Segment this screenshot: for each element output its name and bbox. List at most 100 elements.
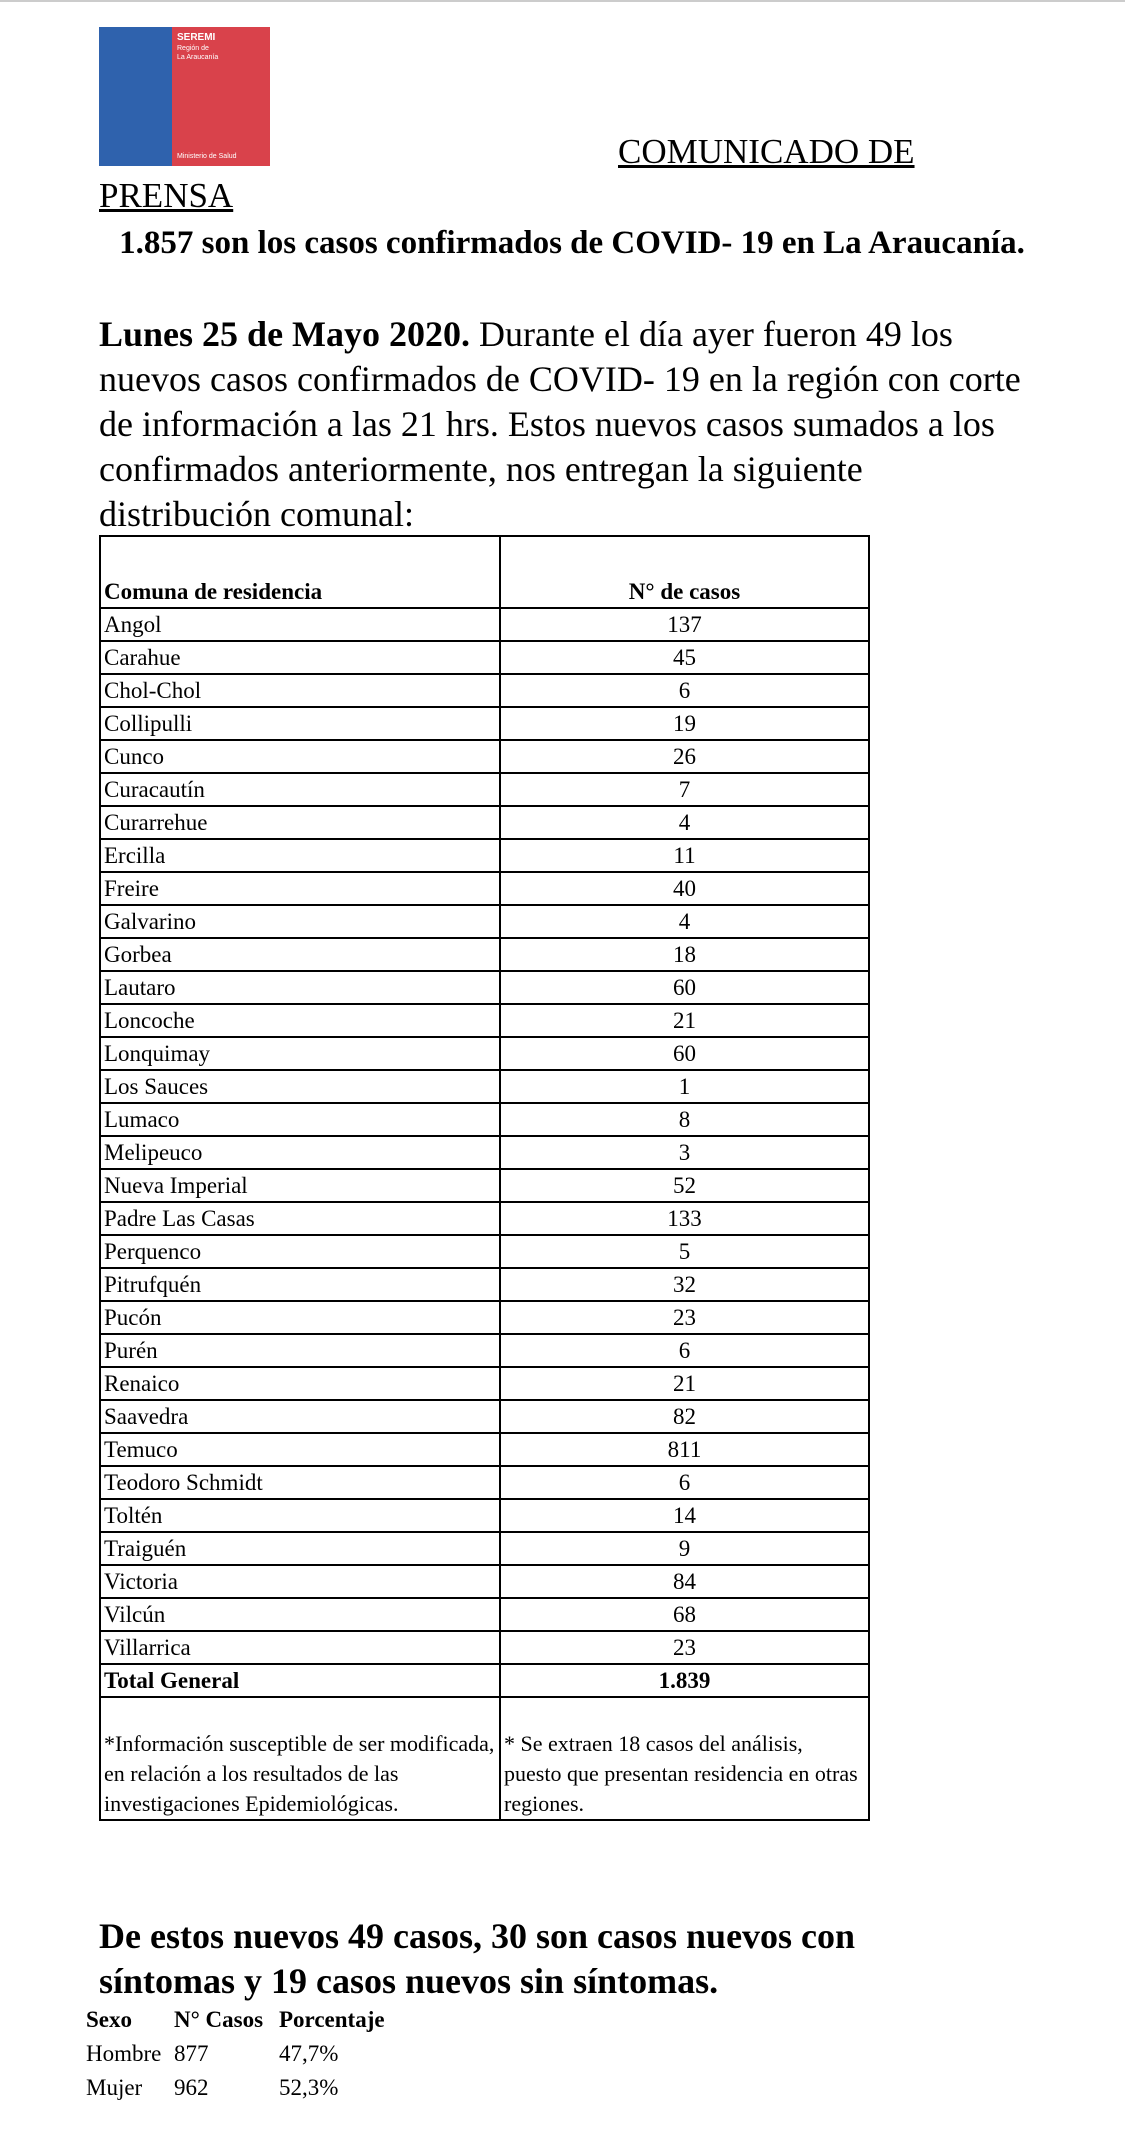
table-cell: 21 [499, 1366, 870, 1401]
table-cell: N° de casos [499, 535, 870, 609]
table-cell: Melipeuco [99, 1135, 501, 1170]
table-row: Curacautín 7 [99, 772, 870, 807]
table-row: Renaico 21 [99, 1366, 870, 1401]
sex-header: Sexo [86, 2007, 132, 2032]
table-cell: 84 [499, 1564, 870, 1599]
table-cell: 45 [499, 640, 870, 675]
table-cell: 26 [499, 739, 870, 774]
table-cell: 133 [499, 1201, 870, 1236]
table-row: Cunco 26 [99, 739, 870, 774]
sex-row: Hombre 877 47,7% [86, 2037, 399, 2071]
table-row: Perquenco 5 [99, 1234, 870, 1269]
table-cell: Traiguén [99, 1531, 501, 1566]
table-row: Traiguén 9 [99, 1531, 870, 1566]
table-row: Villarrica 23 [99, 1630, 870, 1665]
body: Lunes 25 de Mayo 2020. Durante el día ay… [99, 312, 1024, 537]
table-cell: Nueva Imperial [99, 1168, 501, 1203]
table-cell: Loncoche [99, 1003, 501, 1038]
table-cell: 60 [499, 970, 870, 1005]
table-cell: Purén [99, 1333, 501, 1368]
lead: Lunes 25 de Mayo 2020. [99, 314, 471, 354]
table-cell: Lumaco [99, 1102, 501, 1137]
table-row: Lumaco 8 [99, 1102, 870, 1137]
sex-cell: Hombre [86, 2041, 162, 2066]
logo-red: SEREMI Región de La Araucanía Ministerio… [172, 27, 270, 166]
table-cell: Collipulli [99, 706, 501, 741]
table-cell: Pucón [99, 1300, 501, 1335]
table-cell: Renaico [99, 1366, 501, 1401]
table-row: Loncoche 21 [99, 1003, 870, 1038]
sex-row: Sexo N° Casos Porcentaje [86, 2003, 399, 2037]
table-cell: Padre Las Casas [99, 1201, 501, 1236]
logo-region: Región de [177, 45, 209, 52]
table-cell: Toltén [99, 1498, 501, 1533]
table-cell: Chol-Chol [99, 673, 501, 708]
table-cell: 6 [499, 1465, 870, 1500]
logo-blue [99, 27, 172, 166]
table-cell: Villarrica [99, 1630, 501, 1665]
table-cell: Temuco [99, 1432, 501, 1467]
table-row: Total General 1.839 [99, 1663, 870, 1698]
table-row: Toltén 14 [99, 1498, 870, 1533]
table-cell: 19 [499, 706, 870, 741]
table-cell: Victoria [99, 1564, 501, 1599]
table-cell: Angol [99, 607, 501, 642]
table-cell: 14 [499, 1498, 870, 1533]
table-row: Padre Las Casas 133 [99, 1201, 870, 1236]
table-cell: 40 [499, 871, 870, 906]
table-cell: Curacautín [99, 772, 501, 807]
table-cell: 1.839 [499, 1663, 870, 1698]
table-row: Pitrufquén 32 [99, 1267, 870, 1302]
table-row: Curarrehue 4 [99, 805, 870, 840]
table-row: Angol 137 [99, 607, 870, 642]
table-cell: 811 [499, 1432, 870, 1467]
sex-header: Porcentaje [279, 2007, 385, 2032]
table-row: Chol-Chol 6 [99, 673, 870, 708]
heading: COMUNICADO DE PRENSA [99, 132, 915, 215]
table-cell: 8 [499, 1102, 870, 1137]
table-row: Comuna de residencia N° de casos [99, 535, 870, 609]
sex-cell: 52,3% [279, 2075, 339, 2100]
logo: SEREMI Región de La Araucanía Ministerio… [99, 27, 270, 166]
table-row: Galvarino 4 [99, 904, 870, 939]
table-cell: 82 [499, 1399, 870, 1434]
body-text: Durante el día ayer fueron 49 los nuevos… [99, 314, 1021, 534]
table-cell: 52 [499, 1168, 870, 1203]
logo-ministry: Ministerio de Salud [177, 153, 237, 160]
table-cell: 4 [499, 904, 870, 939]
table-row: Vilcún 68 [99, 1597, 870, 1632]
table-cell: 6 [499, 1333, 870, 1368]
sex-cell: Mujer [86, 2075, 143, 2100]
logo-region: La Araucanía [177, 54, 219, 61]
sex-cell: 962 [174, 2075, 209, 2100]
table-cell: 5 [499, 1234, 870, 1269]
table-cell: 3 [499, 1135, 870, 1170]
table-cell: Galvarino [99, 904, 501, 939]
table-cell: Comuna de residencia [99, 535, 501, 609]
table-cell: 18 [499, 937, 870, 972]
table-row: Victoria 84 [99, 1564, 870, 1599]
table-row: *Información susceptible de ser modifica… [99, 1696, 870, 1821]
table-cell: 21 [499, 1003, 870, 1038]
table-cell: Teodoro Schmidt [99, 1465, 501, 1500]
summary: De estos nuevos 49 casos, 30 son casos n… [99, 1916, 856, 2001]
sex-row: Mujer 962 52,3% [86, 2071, 399, 2105]
table-cell: 7 [499, 772, 870, 807]
table-row: Temuco 811 [99, 1432, 870, 1467]
table-cell: 4 [499, 805, 870, 840]
logo-org: SEREMI [177, 32, 216, 43]
table-row: Lautaro 60 [99, 970, 870, 1005]
table-row: Lonquimay 60 [99, 1036, 870, 1071]
table-cell: Curarrehue [99, 805, 501, 840]
table-row: Purén 6 [99, 1333, 870, 1368]
table-row: Freire 40 [99, 871, 870, 906]
table-cell: Gorbea [99, 937, 501, 972]
table-cell: 32 [499, 1267, 870, 1302]
table-cell: 9 [499, 1531, 870, 1566]
title: 1.857 son los casos confirmados de COVID… [119, 225, 1025, 261]
table-cell: Total General [99, 1663, 501, 1698]
table-row: Carahue 45 [99, 640, 870, 675]
table-row: Gorbea 18 [99, 937, 870, 972]
table-cell: Carahue [99, 640, 501, 675]
table-cell: Los Sauces [99, 1069, 501, 1104]
